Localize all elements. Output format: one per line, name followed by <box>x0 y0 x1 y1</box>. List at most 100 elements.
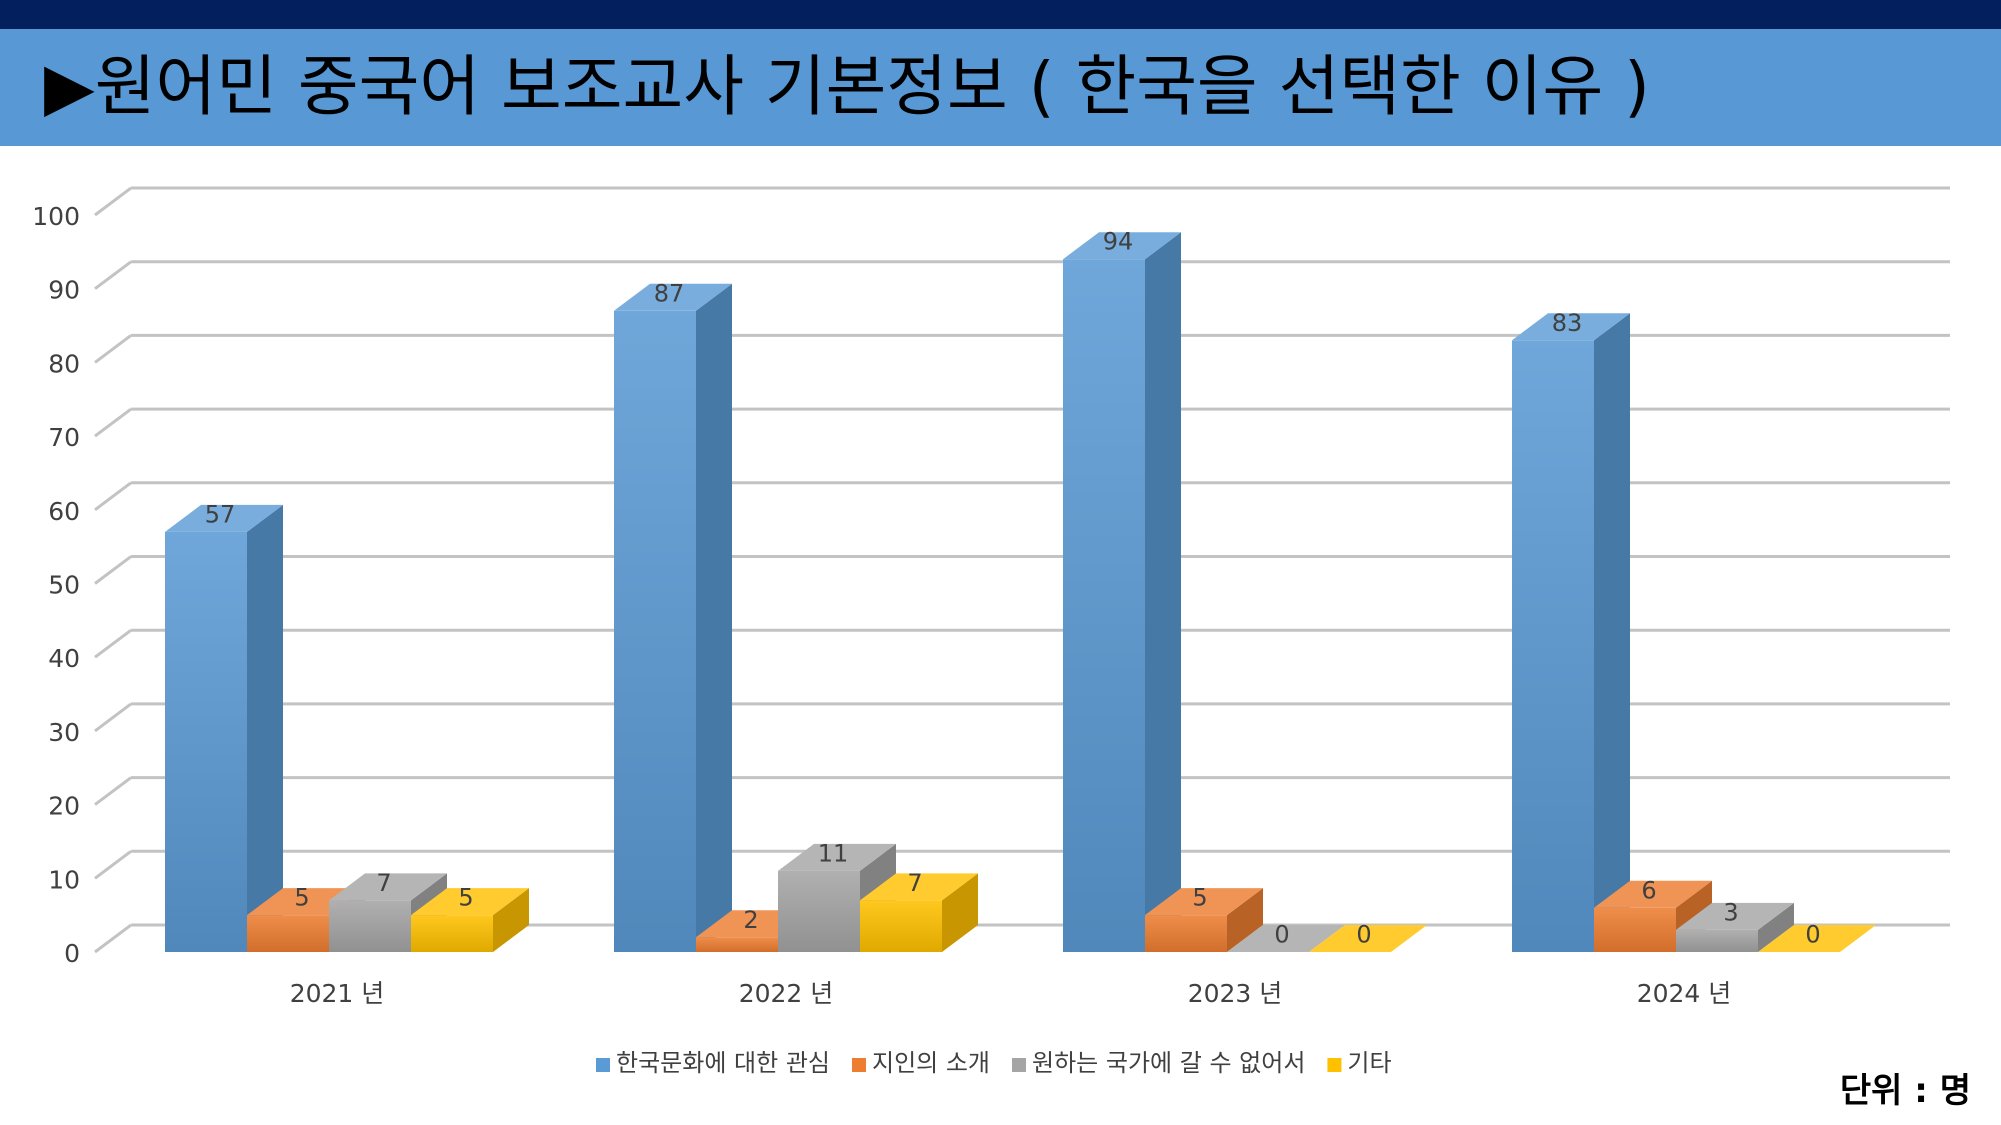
bar-top <box>1145 888 1263 916</box>
bar-top <box>329 873 447 901</box>
y-tick-label: 0 <box>64 939 80 968</box>
data-label: 5 <box>1192 884 1207 912</box>
x-tick-label: 2023 년 <box>1188 979 1283 1008</box>
bar-side <box>1145 232 1181 953</box>
gridline-diagonal <box>94 923 132 954</box>
bar-side <box>1594 313 1630 952</box>
y-axis-ticks: 0 10 20 30 40 50 60 70 80 90 100 <box>32 202 80 968</box>
bar-front <box>247 915 329 952</box>
legend-swatch <box>851 1058 866 1072</box>
bar-front <box>1145 915 1227 952</box>
gridline-diagonal <box>94 407 132 438</box>
legend-label: 한국문화에 대한 관심 <box>616 1049 830 1077</box>
data-label: 83 <box>1552 309 1583 337</box>
bar-front <box>329 900 411 952</box>
bar-side <box>696 283 732 952</box>
y-tick-label: 80 <box>48 349 80 378</box>
legend-label: 원하는 국가에 갈 수 없어서 <box>1032 1049 1305 1077</box>
data-label: 0 <box>1274 921 1289 949</box>
bar-top <box>1594 880 1712 908</box>
y-tick-label: 50 <box>48 571 80 600</box>
bar-top <box>778 843 896 871</box>
legend-item: 원하는 국가에 갈 수 없어서 <box>1012 1049 1305 1077</box>
x-tick-label: 2024 년 <box>1637 979 1732 1008</box>
bar-front <box>1063 259 1145 953</box>
data-label: 5 <box>458 884 473 912</box>
gridline-diagonal <box>94 850 132 880</box>
bar <box>1145 888 1263 952</box>
bar-front <box>860 900 942 952</box>
bar-side <box>247 504 283 952</box>
data-label: 94 <box>1103 228 1134 256</box>
bar-front <box>1594 907 1676 952</box>
bar-top <box>165 504 283 532</box>
legend-label: 지인의 소개 <box>872 1049 990 1077</box>
gridline-diagonal <box>94 334 132 364</box>
bar-top <box>411 888 529 916</box>
gridline-diagonal <box>94 776 132 806</box>
bar-front <box>411 915 493 952</box>
bar-top <box>1512 313 1630 341</box>
gridline-diagonal <box>94 481 132 511</box>
y-tick-label: 20 <box>48 792 80 821</box>
data-label: 2 <box>743 906 758 934</box>
data-label: 3 <box>1723 898 1738 926</box>
data-label: 57 <box>205 500 236 528</box>
top-navy-strip <box>0 0 2001 29</box>
y-tick-label: 30 <box>48 718 80 747</box>
bar <box>1512 313 1630 952</box>
x-tick-label: 2022 년 <box>739 979 834 1008</box>
data-label: 7 <box>907 869 922 897</box>
bar-front <box>1676 929 1758 952</box>
data-label: 0 <box>1805 921 1820 949</box>
bar <box>1063 232 1181 953</box>
bar-top <box>1063 232 1181 260</box>
bar-front <box>1512 340 1594 952</box>
legend-swatch <box>1327 1058 1342 1072</box>
y-tick-label: 70 <box>48 423 80 452</box>
x-axis-ticks: 2021 년 2022 년 2023 년 2024 년 <box>290 979 1732 1008</box>
legend-swatch <box>1012 1058 1027 1072</box>
bar-front <box>696 937 778 952</box>
title-banner: ▶원어민 중국어 보조교사 기본정보 ( 한국을 선택한 이유 ) <box>0 29 2001 146</box>
bar-top <box>614 283 732 311</box>
bar <box>1227 925 1345 952</box>
bar-front <box>614 310 696 952</box>
gridline-diagonal <box>94 702 132 733</box>
y-tick-label: 90 <box>48 276 80 305</box>
bar-front <box>165 531 247 952</box>
data-label: 6 <box>1641 876 1656 904</box>
legend-label: 기타 <box>1347 1049 1391 1077</box>
gridline-diagonal <box>94 629 132 659</box>
bars <box>165 232 1876 953</box>
bar-top <box>1758 925 1876 952</box>
gridline-diagonal <box>94 260 132 290</box>
legend-item: 한국문화에 대한 관심 <box>596 1049 830 1077</box>
bar <box>614 283 732 952</box>
bar <box>860 873 978 952</box>
bar-front <box>778 870 860 952</box>
legend-swatch <box>596 1058 610 1072</box>
page-title: ▶원어민 중국어 보조교사 기본정보 ( 한국을 선택한 이유 ) <box>44 48 1650 125</box>
y-tick-label: 100 <box>32 202 80 231</box>
gridline-diagonal <box>94 555 132 585</box>
bar-side <box>493 888 529 952</box>
bar-top <box>1676 902 1794 930</box>
bar-side <box>942 873 978 952</box>
data-label: 5 <box>294 884 309 912</box>
bar-top <box>860 873 978 901</box>
legend-item: 지인의 소개 <box>851 1049 990 1077</box>
data-label: 0 <box>1356 921 1371 949</box>
y-tick-label: 10 <box>48 865 80 894</box>
unit-label: 단위 : 명 <box>1839 1071 1971 1111</box>
data-label: 7 <box>376 869 391 897</box>
bar-top <box>1309 925 1427 952</box>
bar-top <box>1227 925 1345 952</box>
gridlines <box>94 186 1950 954</box>
y-tick-label: 60 <box>48 497 80 526</box>
legend: 한국문화에 대한 관심 지인의 소개 원하는 국가에 갈 수 없어서 기타 <box>596 1049 1392 1077</box>
bar <box>411 888 529 952</box>
gridline-diagonal <box>94 186 132 217</box>
